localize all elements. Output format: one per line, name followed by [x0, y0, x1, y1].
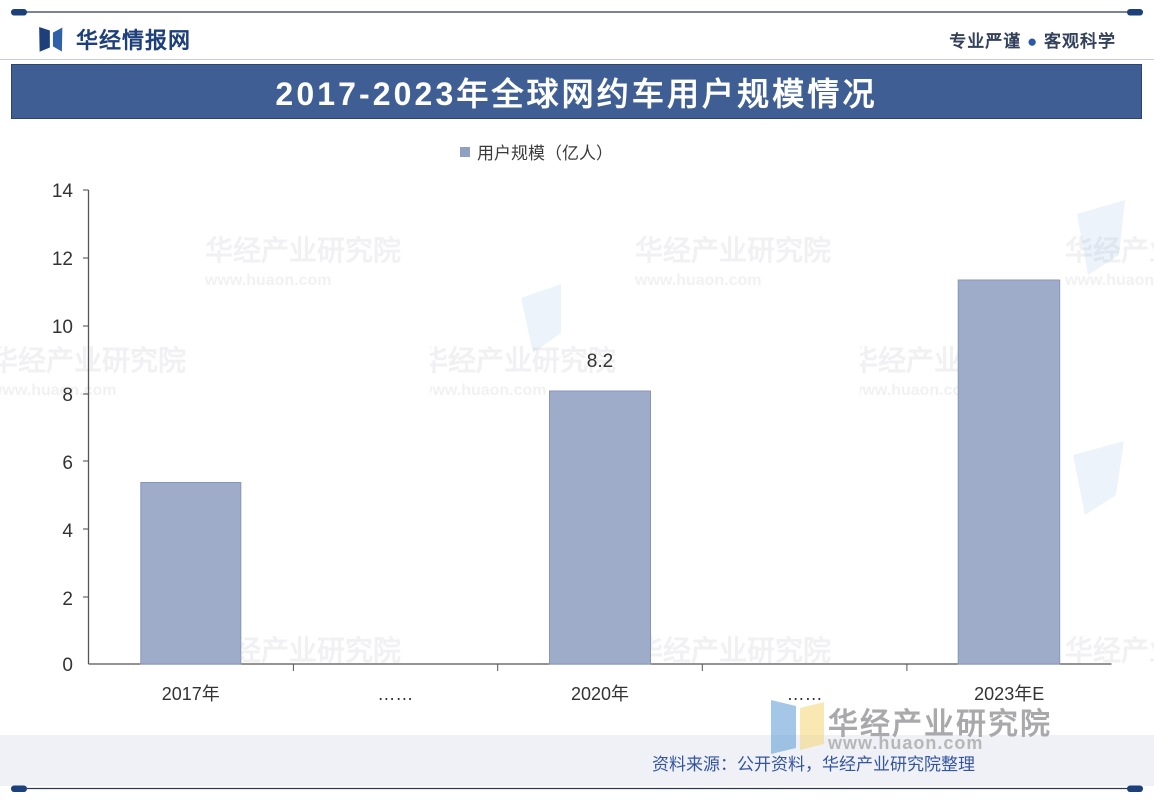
svg-text:8: 8 — [62, 385, 73, 406]
svg-text:……: …… — [377, 684, 413, 704]
svg-text:6: 6 — [62, 453, 73, 474]
svg-text:10: 10 — [52, 317, 73, 338]
svg-text:2017年: 2017年 — [162, 684, 220, 704]
svg-text:2: 2 — [62, 589, 73, 610]
svg-text:4: 4 — [62, 521, 73, 542]
svg-text:0: 0 — [62, 655, 73, 676]
svg-text:14: 14 — [52, 181, 74, 202]
svg-text:12: 12 — [52, 249, 73, 270]
svg-text:2020年: 2020年 — [571, 684, 629, 704]
svg-text:8.2: 8.2 — [587, 351, 613, 372]
